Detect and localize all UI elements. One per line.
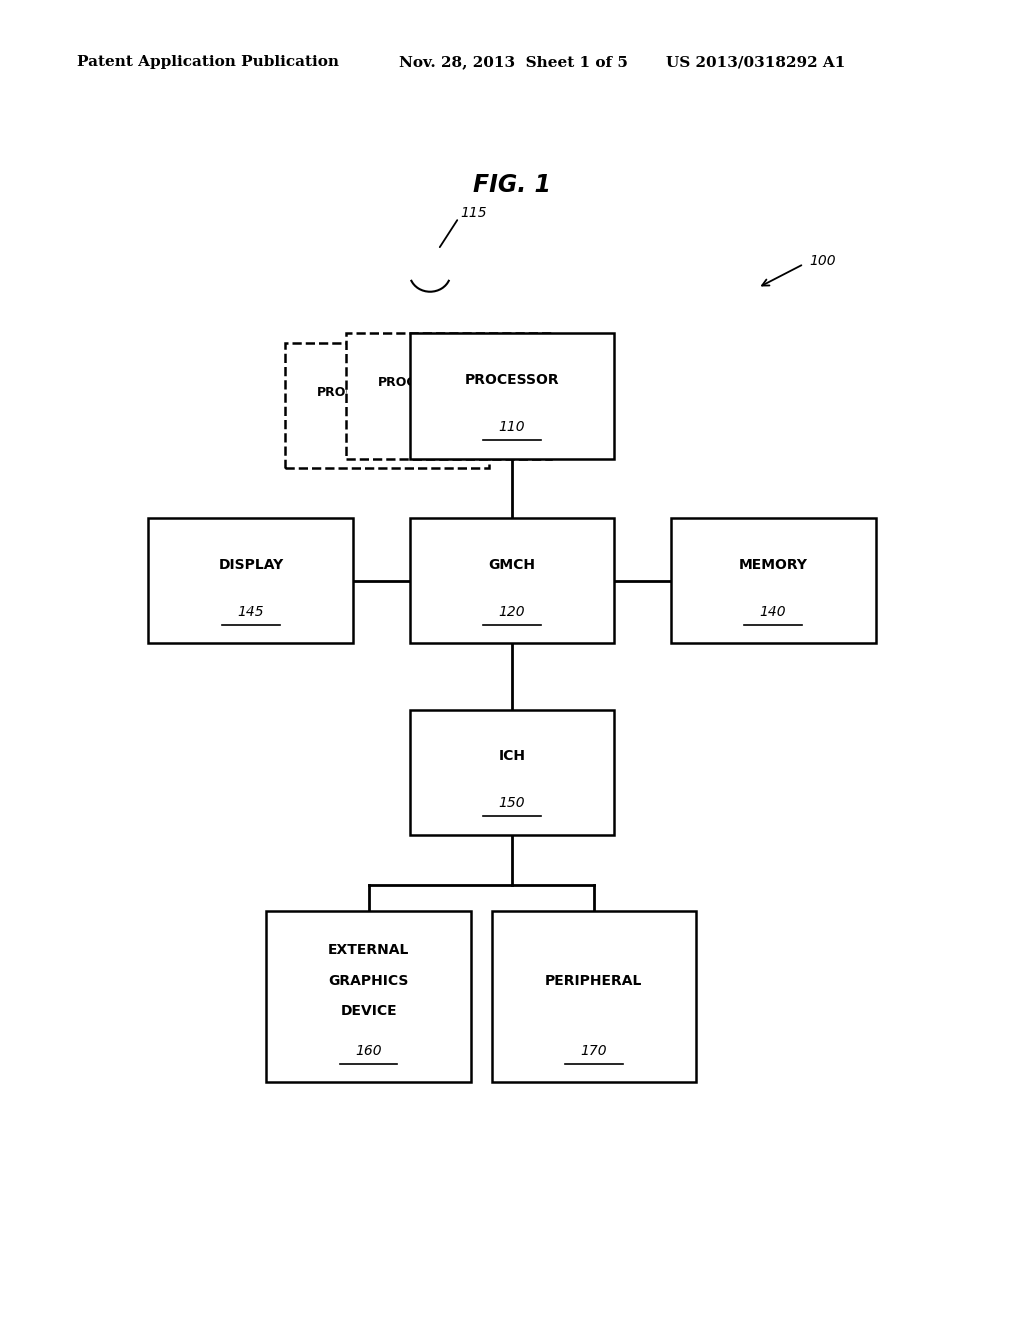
Text: Patent Application Publication: Patent Application Publication — [77, 55, 339, 70]
Text: 110: 110 — [499, 420, 525, 434]
Text: ICH: ICH — [499, 750, 525, 763]
Bar — [410, 710, 614, 836]
Text: GRAPHICS: GRAPHICS — [329, 974, 409, 987]
Bar — [671, 517, 876, 643]
Text: 100: 100 — [809, 255, 836, 268]
Text: DISPLAY: DISPLAY — [218, 558, 284, 572]
Text: US 2013/0318292 A1: US 2013/0318292 A1 — [666, 55, 845, 70]
Bar — [285, 343, 489, 469]
Text: PERIPHERAL: PERIPHERAL — [545, 974, 643, 987]
Text: MEMORY: MEMORY — [738, 558, 808, 572]
Text: DEVICE: DEVICE — [340, 1005, 397, 1018]
Text: PROC: PROC — [316, 385, 355, 399]
Text: PROC: PROC — [378, 376, 417, 389]
Text: 170: 170 — [581, 1044, 607, 1057]
Text: 160: 160 — [355, 1044, 382, 1057]
Bar — [410, 334, 614, 459]
Text: Nov. 28, 2013  Sheet 1 of 5: Nov. 28, 2013 Sheet 1 of 5 — [399, 55, 629, 70]
Text: 145: 145 — [238, 605, 264, 619]
Text: EXTERNAL: EXTERNAL — [328, 944, 410, 957]
Text: FIG. 1: FIG. 1 — [473, 173, 551, 197]
Text: PROCESSOR: PROCESSOR — [465, 374, 559, 387]
Text: 120: 120 — [499, 605, 525, 619]
Bar — [346, 334, 551, 459]
Text: 115: 115 — [461, 206, 487, 219]
Text: GMCH: GMCH — [488, 558, 536, 572]
Bar — [410, 517, 614, 643]
Text: 140: 140 — [760, 605, 786, 619]
Bar — [148, 517, 353, 643]
Bar — [492, 911, 696, 1082]
Bar — [266, 911, 471, 1082]
Text: 150: 150 — [499, 796, 525, 810]
